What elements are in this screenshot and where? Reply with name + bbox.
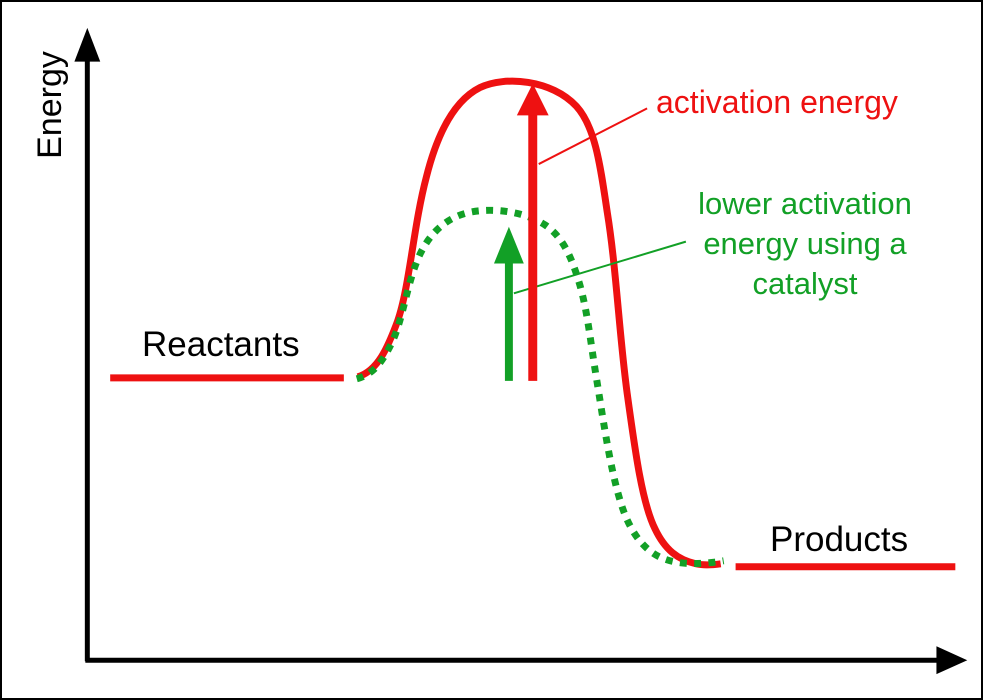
products-label: Products [770,520,909,559]
lower-activation-label-line1: lower activation [698,186,912,221]
activation-energy-label: activation energy [656,84,898,120]
lower-activation-label-line2: energy using a [703,226,907,261]
activation-energy-arrowhead-icon [516,83,549,116]
activation-energy-arrow [516,83,549,381]
uncatalyzed-curve [356,77,722,569]
lower-activation-arrowhead-icon [493,226,524,264]
y-axis-label: Energy [31,51,69,159]
lower-activation-leader-line [513,240,687,295]
x-axis-arrowhead-icon [936,646,968,675]
lower-activation-label: lower activation energy using a catalyst [685,184,925,304]
reactants-label: Reactants [142,325,300,364]
catalyzed-curve [355,206,725,568]
lower-activation-arrow [493,226,524,381]
activation-energy-leader-line [538,107,648,165]
lower-activation-label-line3: catalyst [752,266,858,301]
y-axis-arrowhead-icon [74,27,101,62]
